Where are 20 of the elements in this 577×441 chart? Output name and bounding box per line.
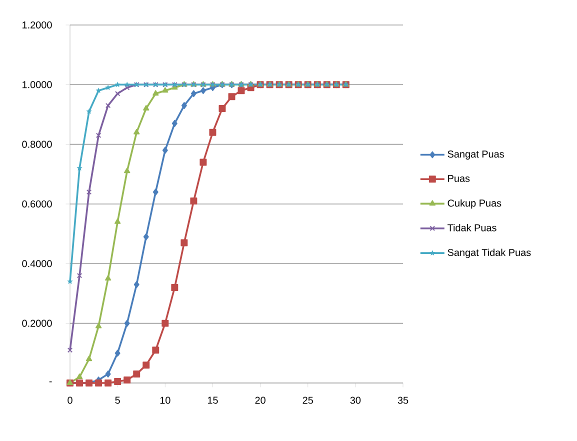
x-tick-label: 30 bbox=[350, 396, 361, 404]
legend-label: Tidak Puas bbox=[448, 224, 496, 232]
x-tick-label: 20 bbox=[255, 396, 266, 404]
x-tick-label: 0 bbox=[68, 396, 72, 404]
y-tick-label: 0.2000 bbox=[22, 320, 52, 327]
y-tick-label: 0.4000 bbox=[22, 260, 52, 268]
y-tick-label: 0.8000 bbox=[22, 140, 52, 148]
legend-label: Puas bbox=[448, 174, 470, 182]
y-tick-label: - bbox=[49, 381, 52, 382]
y-tick-label: 0.6000 bbox=[22, 200, 52, 208]
x-tick-label: 15 bbox=[208, 396, 218, 404]
x-tick-label: 25 bbox=[302, 396, 313, 404]
x-tick-label: 10 bbox=[160, 396, 170, 404]
legend-label: Sangat Tidak Puas bbox=[448, 248, 531, 258]
legend-label: Sangat Puas bbox=[448, 150, 504, 160]
y-tick-label: 1.0000 bbox=[22, 81, 52, 88]
y-tick-label: 1.2000 bbox=[22, 21, 52, 29]
legend-label: Cukup Puas bbox=[448, 199, 502, 209]
x-tick-label: 5 bbox=[115, 396, 120, 404]
x-tick-label: 35 bbox=[398, 396, 408, 404]
